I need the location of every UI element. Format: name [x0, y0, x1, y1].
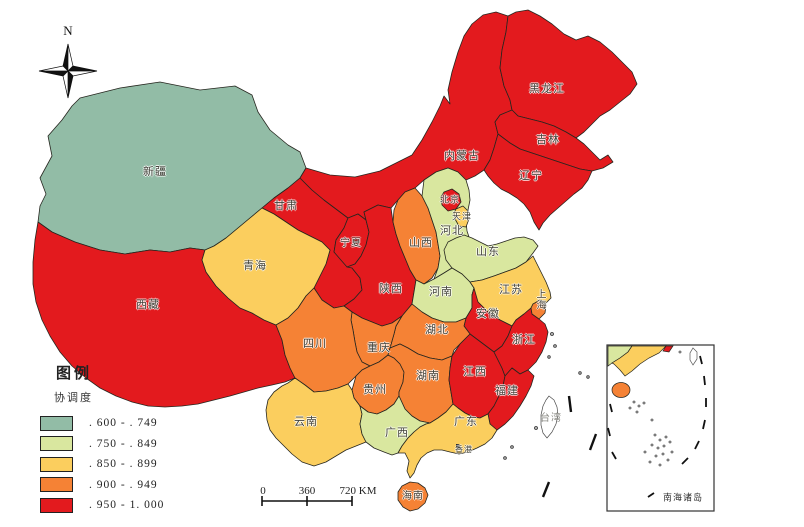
legend-row-0: . 600 - . 749: [40, 413, 164, 434]
legend-range-0: . 600 - . 749: [89, 417, 158, 430]
province-hainan[interactable]: [397, 481, 429, 512]
coastal-islands-and-dashes: [456, 332, 598, 498]
legend-title: 图例: [56, 366, 93, 382]
province-yunnan[interactable]: [265, 377, 367, 467]
compass-icon: [38, 43, 98, 99]
legend-range-1: . 750 - . 849: [89, 437, 158, 450]
legend-swatch-1: [40, 436, 73, 452]
legend-swatch-2: [40, 456, 73, 472]
legend-range-2: . 850 - . 899: [89, 458, 158, 471]
province-fujian[interactable]: [487, 367, 535, 431]
province-xizang[interactable]: [32, 221, 296, 408]
legend-swatch-3: [40, 477, 73, 493]
legend-range-4: . 950 - 1. 000: [89, 499, 165, 512]
legend-swatch-4: [40, 497, 73, 513]
legend-row-2: . 850 - . 899: [40, 454, 164, 475]
province-shanghai[interactable]: [530, 299, 547, 320]
province-heilongjiang[interactable]: [499, 9, 638, 139]
province-guangdong[interactable]: [397, 403, 498, 479]
legend: 图例 协调度 . 600 - . 749 . 750 - . 849 . 850 -…: [40, 362, 164, 516]
scale-bar: [261, 496, 353, 506]
inset-map: [606, 344, 715, 512]
province-shapes: [32, 9, 638, 512]
legend-row-3: . 900 - . 949: [40, 475, 164, 496]
province-liaoning[interactable]: [483, 133, 593, 231]
legend-row-1: . 750 - . 849: [40, 434, 164, 455]
legend-swatch-0: [40, 415, 73, 431]
province-taiwan[interactable]: [540, 395, 559, 439]
legend-range-3: . 900 - . 949: [89, 478, 158, 491]
legend-rows: . 600 - . 749 . 750 - . 849 . 850 - . 899.…: [40, 413, 164, 516]
legend-subtitle: 协调度: [54, 392, 93, 404]
province-tianjin[interactable]: [453, 205, 470, 228]
province-neimenggu[interactable]: [299, 11, 513, 221]
legend-row-4: . 950 - 1. 000: [40, 495, 164, 516]
